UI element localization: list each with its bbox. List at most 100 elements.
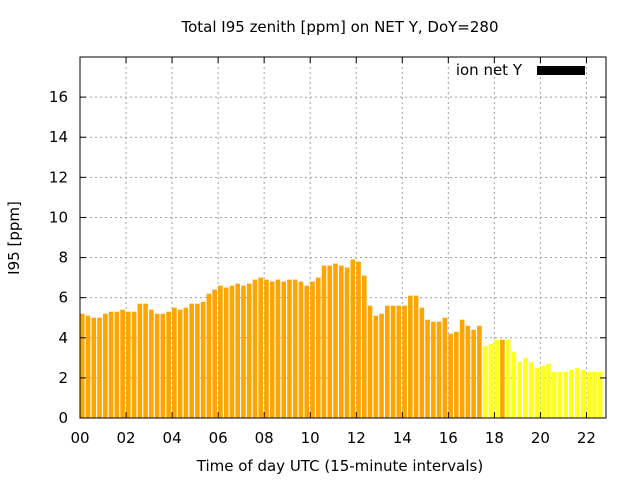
bar-yellow bbox=[511, 351, 517, 418]
bar-orange bbox=[137, 303, 143, 418]
bar-orange bbox=[223, 287, 229, 418]
legend-swatch bbox=[537, 66, 585, 75]
bar-orange bbox=[396, 305, 402, 418]
bar-yellow bbox=[523, 357, 528, 418]
bar-orange bbox=[103, 313, 108, 418]
bar-orange bbox=[218, 285, 223, 418]
legend-label: ion net Y bbox=[456, 61, 523, 79]
y-tick-label: 2 bbox=[58, 369, 68, 387]
y-tick-label: 4 bbox=[58, 329, 68, 347]
y-tick-label: 0 bbox=[58, 409, 68, 427]
bar-orange bbox=[465, 325, 471, 418]
bars bbox=[80, 259, 603, 418]
bar-orange bbox=[361, 275, 367, 418]
x-tick-label: 16 bbox=[439, 429, 458, 447]
bar-orange bbox=[126, 311, 131, 418]
bar-orange bbox=[166, 311, 171, 418]
x-tick-label: 04 bbox=[163, 429, 182, 447]
bar-yellow bbox=[546, 363, 551, 418]
bar-orange bbox=[442, 317, 448, 418]
bar-yellow bbox=[528, 361, 534, 418]
bar-yellow bbox=[505, 339, 511, 418]
bar-yellow bbox=[586, 371, 592, 418]
bar-orange bbox=[235, 283, 240, 418]
bar-orange bbox=[448, 333, 453, 418]
bar-yellow bbox=[482, 345, 488, 418]
bar-orange bbox=[419, 307, 425, 418]
bar-orange bbox=[431, 321, 436, 418]
bar-orange bbox=[390, 305, 396, 418]
bar-orange bbox=[344, 267, 350, 418]
bar-orange bbox=[402, 305, 407, 418]
bar-orange bbox=[310, 281, 315, 418]
bar-yellow bbox=[488, 343, 494, 418]
bar-yellow bbox=[517, 361, 522, 418]
bar-orange bbox=[212, 289, 217, 418]
bar-orange bbox=[287, 279, 292, 418]
x-tick-label: 18 bbox=[485, 429, 504, 447]
bar-yellow bbox=[551, 371, 557, 418]
bar-yellow bbox=[534, 367, 540, 418]
bar-yellow bbox=[540, 365, 545, 418]
bar-orange bbox=[252, 279, 258, 418]
bar-orange bbox=[385, 305, 390, 418]
bar-yellow bbox=[580, 369, 586, 418]
bar-orange bbox=[206, 293, 212, 418]
bar-orange bbox=[327, 265, 333, 418]
bar-orange bbox=[356, 261, 361, 418]
bar-orange bbox=[97, 317, 102, 418]
bar-yellow bbox=[494, 339, 499, 418]
x-tick-label: 22 bbox=[577, 429, 596, 447]
bar-orange bbox=[454, 331, 459, 418]
x-tick-label: 12 bbox=[347, 429, 366, 447]
y-tick-label: 12 bbox=[49, 168, 68, 186]
y-axis-label: I95 [ppm] bbox=[5, 201, 23, 275]
x-axis-label: Time of day UTC (15-minute intervals) bbox=[196, 457, 483, 475]
bar-yellow bbox=[569, 369, 574, 418]
bar-yellow bbox=[557, 371, 563, 418]
bar-orange bbox=[425, 319, 430, 418]
bar-orange bbox=[292, 279, 298, 418]
bar-orange bbox=[350, 259, 356, 418]
bar-orange bbox=[160, 313, 166, 418]
x-tick-label: 10 bbox=[301, 429, 320, 447]
y-tick-label: 8 bbox=[58, 249, 68, 267]
bar-orange bbox=[154, 313, 160, 418]
bar-orange bbox=[333, 263, 338, 418]
bar-orange bbox=[408, 295, 413, 418]
chart-title: Total I95 zenith [ppm] on NET Y, DoY=280 bbox=[180, 18, 498, 36]
grid bbox=[80, 57, 606, 418]
x-tick-label: 06 bbox=[209, 429, 228, 447]
bar-orange bbox=[471, 329, 476, 418]
bar-orange bbox=[304, 285, 310, 418]
bar-orange bbox=[200, 301, 206, 418]
bar-orange bbox=[315, 277, 321, 418]
bar-orange bbox=[108, 311, 114, 418]
plot-frame bbox=[79, 56, 607, 419]
bar-orange bbox=[241, 285, 246, 418]
x-tick-label: 00 bbox=[70, 429, 89, 447]
bar-orange bbox=[246, 283, 252, 418]
bar-yellow bbox=[500, 339, 505, 418]
bar-orange bbox=[436, 321, 442, 418]
bar-yellow bbox=[592, 371, 597, 418]
bar-orange bbox=[258, 277, 264, 418]
y-tick-label: 6 bbox=[58, 289, 68, 307]
y-tick-label: 10 bbox=[49, 208, 68, 226]
bar-orange bbox=[373, 315, 379, 418]
bar-yellow bbox=[574, 367, 580, 418]
bar-orange bbox=[80, 313, 85, 418]
bar-orange bbox=[131, 311, 137, 418]
bar-orange bbox=[183, 307, 189, 418]
bar-orange bbox=[298, 281, 304, 418]
y-tick-label: 16 bbox=[49, 88, 68, 106]
bar-orange bbox=[459, 319, 465, 418]
x-tick-label: 14 bbox=[393, 429, 412, 447]
x-tick-label: 08 bbox=[255, 429, 274, 447]
bar-orange bbox=[114, 311, 120, 418]
bar-orange bbox=[413, 295, 419, 418]
bar-orange bbox=[189, 303, 194, 418]
bar-orange bbox=[172, 307, 177, 418]
bar-orange bbox=[379, 313, 384, 418]
